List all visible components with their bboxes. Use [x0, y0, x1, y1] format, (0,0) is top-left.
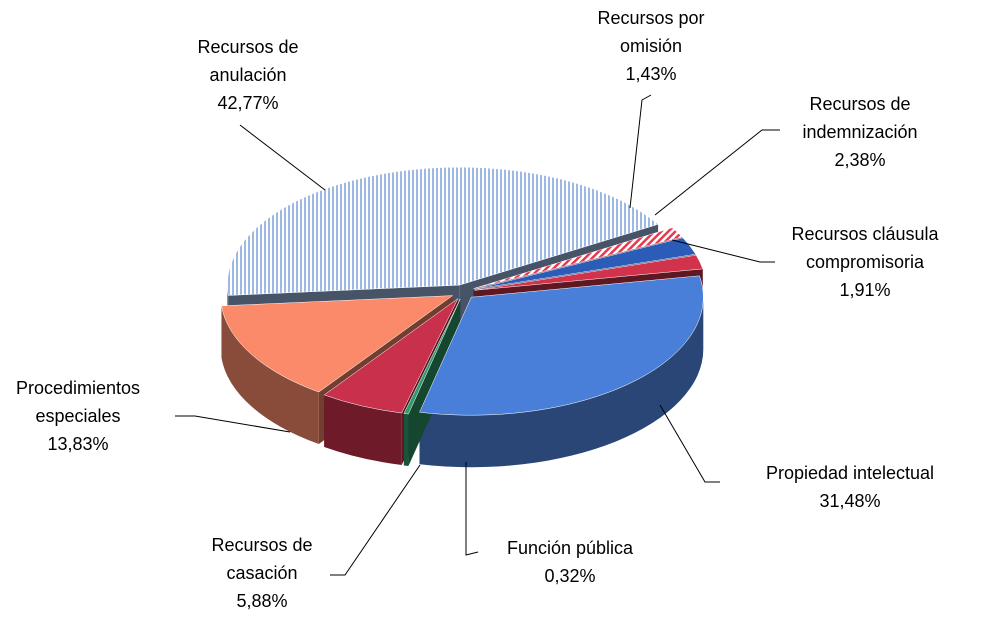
value-label: 1,91%	[839, 280, 891, 300]
slice-side	[419, 297, 704, 468]
value-label: 42,77%	[217, 93, 279, 113]
value-label: 2,38%	[834, 150, 886, 170]
category-label: Función pública	[506, 538, 634, 558]
leader-line	[654, 129, 780, 216]
slice-side	[221, 305, 319, 444]
slice	[474, 254, 704, 291]
leader-line	[239, 124, 326, 191]
category-label: Recursos cláusula compromisoria	[791, 224, 939, 272]
value-label: 1,43%	[625, 64, 677, 84]
slice	[403, 298, 461, 415]
value-label: 0,32%	[544, 566, 596, 586]
value-label: 5,88%	[236, 591, 288, 611]
data-label: Función pública 0,32%	[470, 534, 670, 590]
slice	[227, 166, 659, 296]
leader-line	[465, 462, 479, 556]
leader-line	[629, 94, 652, 209]
data-label: Recursos de casación 5,88%	[192, 531, 332, 615]
category-label: Recursos de casación	[211, 535, 313, 583]
leader-line	[330, 464, 421, 576]
category-label: Procedimientos especiales	[15, 378, 141, 426]
data-label: Recursos cláusula compromisoria 1,91%	[775, 220, 955, 304]
data-label: Procedimientos especiales 13,83%	[3, 374, 153, 458]
slice	[419, 275, 704, 416]
category-label: Recursos de anulación	[197, 37, 299, 85]
slice	[473, 227, 683, 289]
slice	[221, 295, 454, 393]
slice	[474, 237, 697, 290]
slice-side	[403, 413, 409, 467]
category-label: Recursos por omisión	[597, 8, 705, 56]
leader-line	[659, 404, 720, 483]
slice-face	[403, 299, 461, 466]
value-label: 31,48%	[819, 491, 881, 511]
category-label: Recursos de indemnización	[802, 94, 918, 142]
data-label: Recursos de anulación 42,77%	[178, 33, 318, 117]
value-label: 13,83%	[47, 434, 109, 454]
leader-line	[671, 239, 775, 263]
slice-side	[324, 394, 402, 466]
slice	[323, 298, 459, 414]
data-label: Propiedad intelectual 31,48%	[730, 459, 970, 515]
leader-line	[175, 415, 291, 433]
data-label: Recursos de indemnización 2,38%	[775, 90, 945, 174]
category-label: Propiedad intelectual	[765, 463, 935, 483]
data-label: Recursos por omisión 1,43%	[581, 4, 721, 88]
